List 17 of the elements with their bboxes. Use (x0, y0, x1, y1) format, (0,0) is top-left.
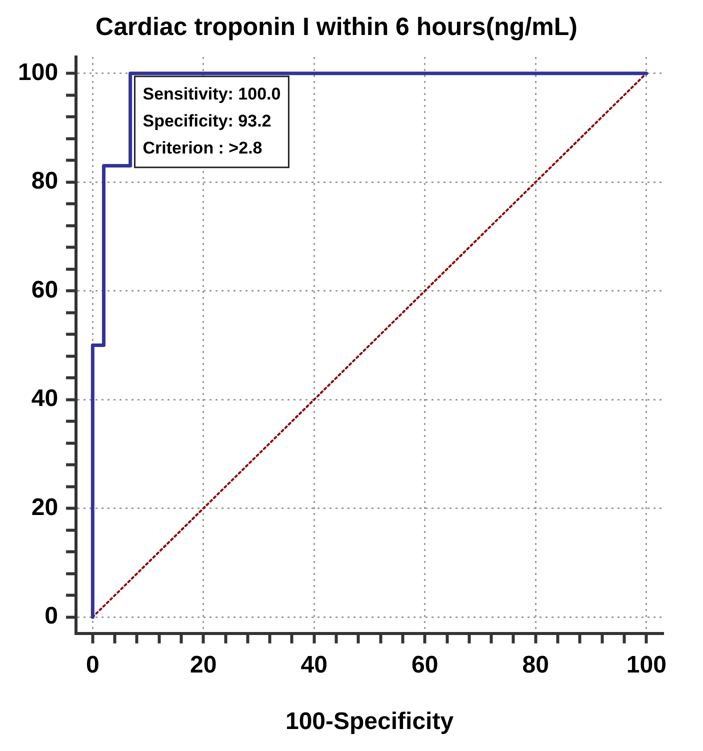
x-tick-label: 60 (412, 651, 438, 678)
y-tick-label: 80 (31, 168, 58, 195)
annotation: Criterion : >2.8 (142, 138, 262, 158)
x-axis-title: 100-Specificity (285, 708, 454, 736)
y-tick-label: 0 (44, 602, 58, 630)
y-tick-label: 60 (31, 276, 58, 304)
x-tick-label: 40 (300, 651, 328, 678)
x-tick-label: 80 (522, 651, 549, 678)
x-tick-label: 0 (86, 651, 100, 678)
x-tick-label: 100 (626, 651, 666, 678)
x-tick-label: 20 (190, 651, 217, 678)
annotation: Specificity: 93.2 (142, 112, 272, 130)
chart-title: Cardiac troponin I within 6 hours(ng/mL) (96, 12, 578, 41)
y-tick-label: 40 (31, 385, 58, 412)
y-tick-label: 20 (31, 494, 58, 521)
y-tick-label: 100 (18, 58, 58, 86)
annotation: Sensitivity: 100.0 (142, 84, 281, 104)
